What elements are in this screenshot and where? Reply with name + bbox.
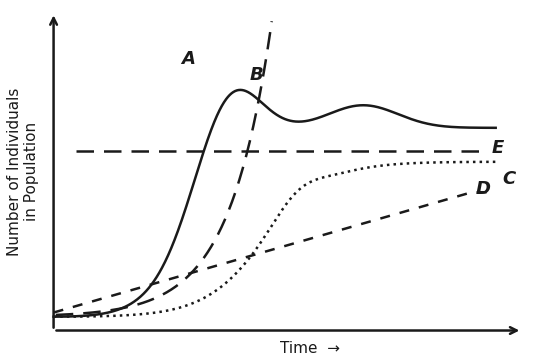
Text: E: E: [491, 139, 504, 157]
Text: C: C: [502, 170, 515, 188]
Text: D: D: [476, 180, 491, 199]
Text: A: A: [181, 50, 195, 68]
Text: B: B: [249, 66, 263, 84]
Text: Time  →: Time →: [280, 341, 340, 356]
Y-axis label: Number of Individuals
in Population: Number of Individuals in Population: [7, 87, 39, 256]
